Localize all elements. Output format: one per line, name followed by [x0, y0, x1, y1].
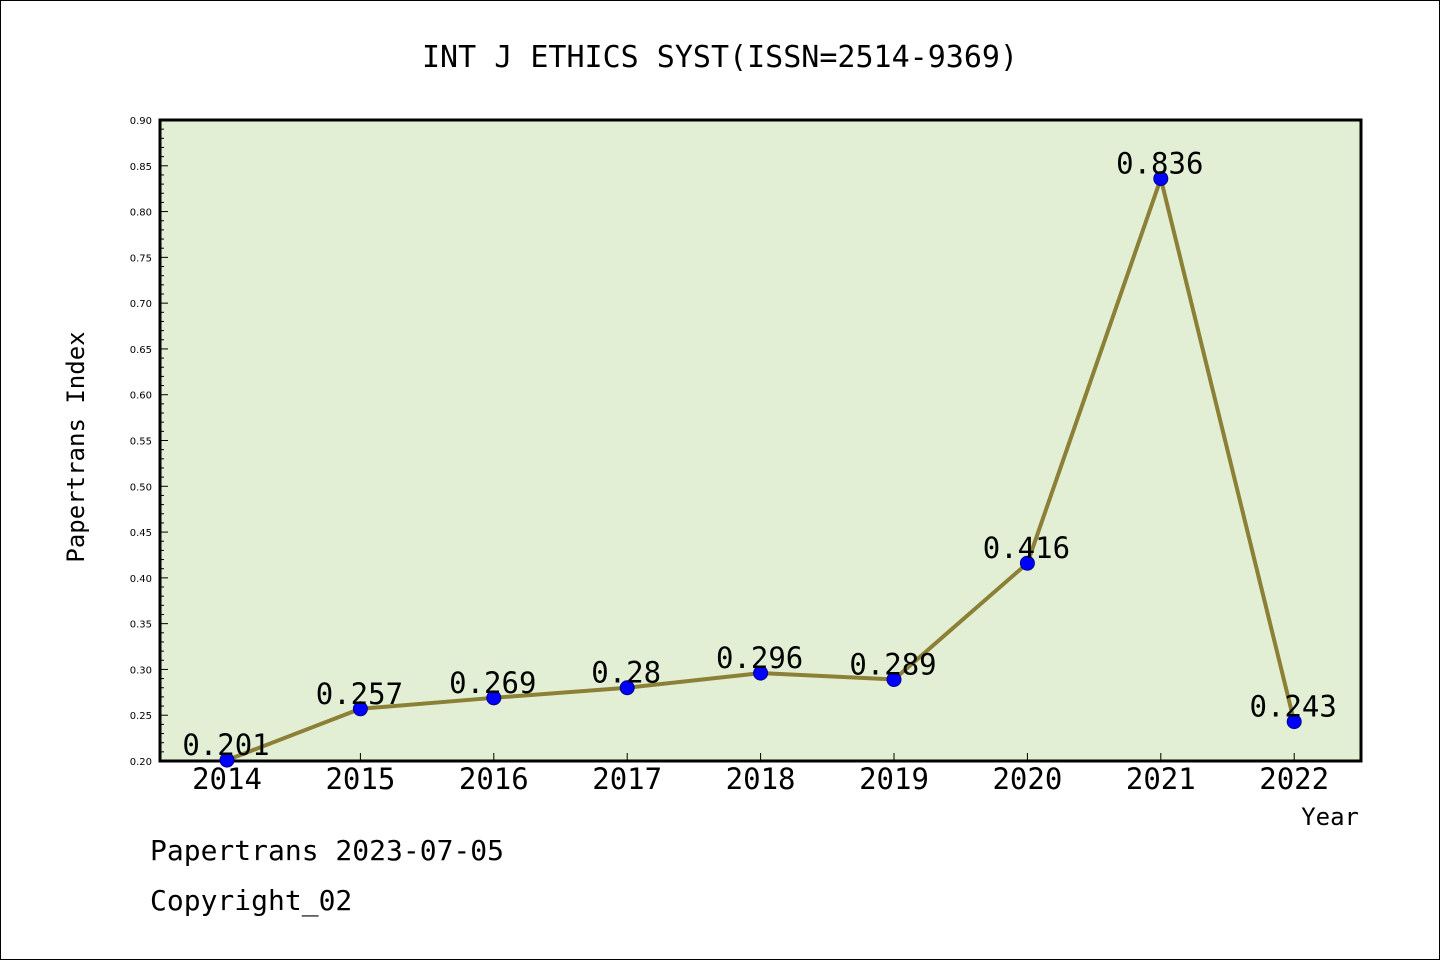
x-axis: 2014 2015 2016 2017 2018 2019 2020 2021 2022	[192, 753, 1329, 796]
data-point	[1153, 171, 1169, 187]
y-tick-label: 0.50	[130, 482, 152, 493]
series-papertrans-index	[219, 171, 1302, 768]
y-tick-label: 0.25	[130, 711, 152, 722]
data-point	[619, 680, 635, 696]
data-label: 0.416	[983, 531, 1070, 565]
data-point	[753, 665, 769, 681]
data-point	[352, 701, 368, 717]
y-tick-label: 0.70	[130, 299, 152, 310]
x-tick-label: 2015	[325, 762, 395, 796]
x-tick-label: 2018	[726, 762, 796, 796]
y-tick-label: 0.75	[130, 253, 152, 264]
copyright-text: Copyright_02	[150, 884, 353, 917]
x-tick-label: 2020	[992, 762, 1062, 796]
y-tick-label: 0.90	[130, 116, 152, 127]
data-point	[886, 672, 902, 688]
x-axis-label: Year	[1301, 803, 1359, 831]
data-label: 0.289	[849, 648, 936, 682]
y-axis: 0.20 0.25 0.30 0.35 0.40 0.45 0.50 0.55 0.60 0.65…	[130, 116, 168, 768]
data-point	[219, 752, 235, 768]
x-tick-label: 2019	[859, 762, 929, 796]
data-label: 0.257	[316, 677, 403, 711]
y-tick-label: 0.40	[130, 574, 152, 585]
y-tick-label: 0.55	[130, 437, 152, 448]
data-label: 0.296	[716, 641, 803, 675]
plot-area	[158, 118, 1363, 763]
data-label: 0.836	[1116, 147, 1203, 181]
x-tick-label: 2021	[1126, 762, 1196, 796]
data-point	[1019, 555, 1035, 571]
y-tick-label: 0.35	[130, 620, 152, 631]
x-tick-label: 2016	[459, 762, 529, 796]
chart-title: INT J ETHICS SYST(ISSN=2514-9369)	[422, 40, 1018, 75]
data-point	[486, 690, 502, 706]
y-axis-label: Papertrans Index	[62, 331, 90, 562]
source-date-text: Papertrans 2023-07-05	[150, 834, 505, 867]
y-tick-label: 0.30	[130, 665, 152, 676]
data-label: 0.243	[1250, 690, 1337, 724]
data-label: 0.269	[449, 666, 536, 700]
y-tick-label: 0.60	[130, 391, 152, 402]
x-tick-label: 2017	[592, 762, 662, 796]
y-tick-label: 0.45	[130, 528, 152, 539]
data-point	[1286, 714, 1302, 730]
y-tick-label: 0.85	[130, 162, 152, 173]
y-tick-label: 0.80	[130, 208, 152, 219]
x-tick-label: 2014	[192, 762, 262, 796]
y-tick-label: 0.20	[130, 757, 152, 768]
data-labels: 0.201 0.257 0.269 0.28 0.296 0.289 0.416 0.836 0…	[182, 147, 1337, 762]
data-label: 0.28	[591, 656, 661, 690]
x-tick-label: 2022	[1259, 762, 1329, 796]
data-label: 0.201	[182, 728, 269, 762]
y-tick-label: 0.65	[130, 345, 152, 356]
